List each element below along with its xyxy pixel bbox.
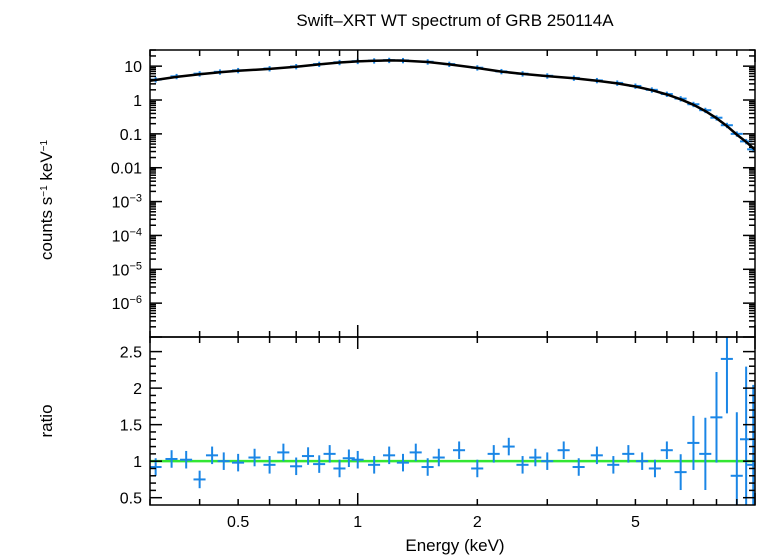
x-tick-label: 1 [353, 514, 362, 531]
ratio-data-point [368, 456, 381, 474]
ratio-data-point [516, 456, 529, 474]
ratio-data-point [541, 452, 554, 470]
ratio-data-point [396, 453, 409, 472]
ratio-data-point [313, 455, 326, 473]
ratio-data-point [432, 448, 445, 467]
chart-title: Swift–XRT WT spectrum of GRB 250114A [296, 11, 614, 30]
ratio-data-point [636, 452, 649, 470]
ratio-data-point [557, 441, 570, 459]
ratio-data-point [674, 454, 687, 491]
ratio-data-point [333, 459, 346, 478]
x-tick-label: 5 [631, 514, 640, 531]
ratio-data-point [648, 459, 661, 478]
ratio-frame [149, 336, 756, 506]
spectrum-y-tick-label: 10−4 [112, 226, 142, 245]
ratio-data-point [342, 449, 355, 468]
model-line [150, 59, 755, 151]
ratio-data-point [487, 445, 500, 463]
ratio-data-point [248, 448, 261, 467]
ratio-data-point [622, 445, 635, 463]
ratio-data-point [607, 456, 620, 474]
spectrum-y-tick-label: 1 [133, 93, 142, 110]
ratio-data-point [590, 446, 603, 465]
ratio-data-point [263, 456, 276, 474]
ratio-data-point [383, 446, 396, 465]
ratio-data-point [301, 447, 315, 465]
ratio-data-point [529, 448, 542, 467]
spectrum-y-tick-label: 0.1 [120, 127, 142, 144]
x-axis-label: Energy (keV) [405, 536, 504, 555]
x-tick-label: 0.5 [227, 514, 249, 531]
ratio-data-point [502, 437, 515, 456]
ratio-data-point [290, 457, 303, 476]
ratio-data-point [572, 458, 585, 476]
ratio-data-point [720, 337, 733, 414]
ratio-y-tick-label: 2 [133, 381, 142, 398]
spectrum-y-axis-label: counts s−1 keV−1 [37, 139, 56, 260]
ratio-data-point [730, 412, 743, 505]
ratio-data-point [710, 372, 723, 463]
ratio-data-point [421, 458, 434, 476]
ratio-data-point [409, 443, 422, 462]
ratio-y-tick-label: 1.5 [120, 418, 142, 435]
spectrum-y-tick-label: 0.01 [111, 161, 142, 178]
spectrum-y-tick-label: 10−3 [112, 193, 142, 212]
ratio-data-point [351, 450, 364, 469]
ratio-panel [150, 337, 755, 505]
ratio-data-point [217, 452, 230, 470]
spectrum-y-tick-label: 10 [124, 59, 142, 76]
ratio-y-axis-label: ratio [37, 404, 56, 437]
ratio-data-point [687, 415, 700, 470]
ratio-y-tick-label: 2.5 [120, 345, 142, 362]
ratio-y-tick-label: 0.5 [120, 491, 142, 508]
ratio-data-point [180, 450, 193, 469]
ratio-data-point [277, 443, 290, 462]
x-tick-label: 2 [473, 514, 482, 531]
ratio-data-point [452, 441, 466, 459]
ratio-data-point [193, 470, 206, 489]
ratio-data-point [660, 441, 673, 459]
ratio-y-tick-label: 1 [133, 454, 142, 471]
ratio-data-point [747, 384, 755, 505]
ratio-data-point [231, 453, 245, 472]
spectrum-y-tick-label: 10−5 [112, 260, 142, 279]
ratio-data-point [205, 446, 219, 465]
spectrum-panel [150, 57, 755, 153]
ratio-data-point [165, 450, 178, 468]
ratio-data-point [699, 417, 712, 491]
ratio-data-point [323, 445, 336, 463]
spectrum-y-tick-label: 10−6 [112, 294, 142, 313]
ratio-data-point [471, 459, 484, 478]
